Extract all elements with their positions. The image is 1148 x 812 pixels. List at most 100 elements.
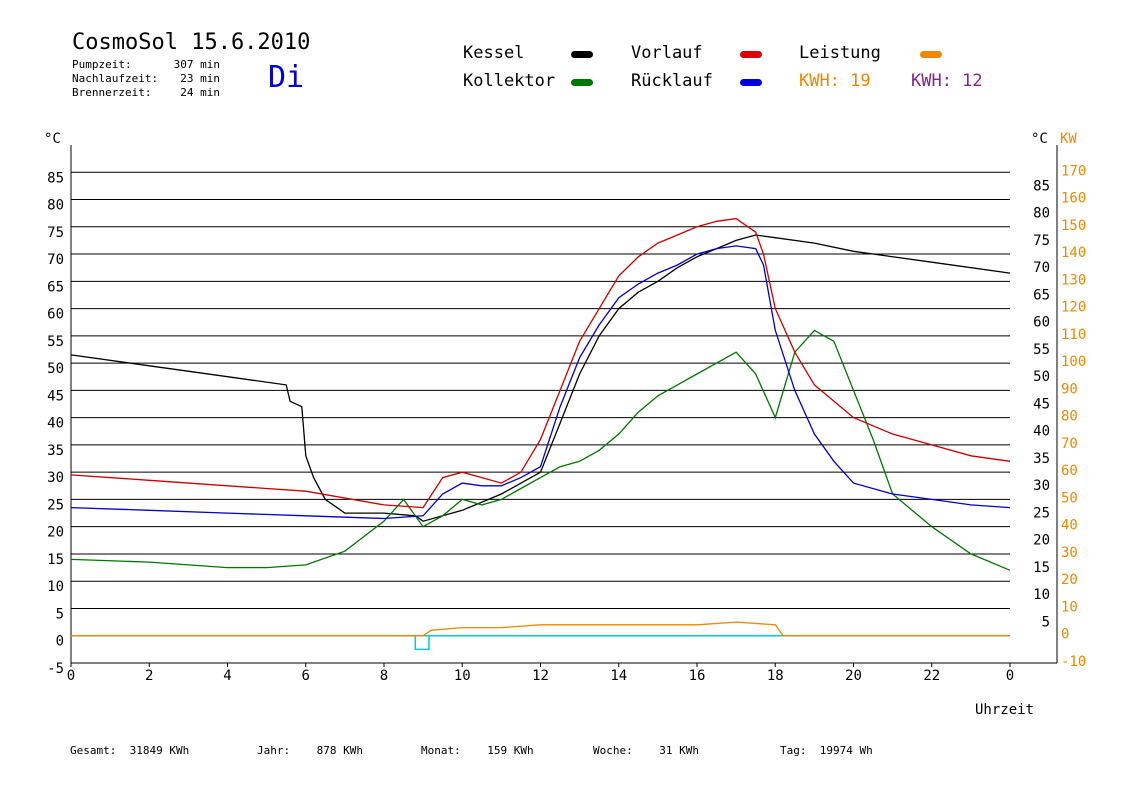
- y-tick-label: 30: [47, 470, 64, 486]
- x-tick-label: 16: [689, 668, 706, 684]
- footer-jahr: Jahr: 878 KWh: [257, 744, 363, 757]
- stat-pumpzeit: Pumpzeit: 307 min: [72, 58, 220, 71]
- y-tick-label-right: 85: [1033, 178, 1050, 194]
- y-tick-label: 45: [47, 388, 64, 404]
- footer-gesamt: Gesamt: 31849 KWh: [70, 744, 189, 757]
- footer-value: 19974 Wh: [819, 744, 873, 757]
- y2-tick-label: 70: [1061, 436, 1078, 452]
- y-tick-label: 0: [56, 634, 64, 650]
- y-tick-label-right: 5: [1042, 614, 1050, 630]
- legend-leistung: Leistung: [799, 43, 881, 63]
- stat-brennerzeit: Brennerzeit: 24 min: [72, 86, 220, 99]
- y-tick-label: -5: [47, 661, 64, 677]
- y2-tick-label: 130: [1061, 272, 1086, 288]
- legend-ruecklauf-swatch: [740, 79, 762, 86]
- y2-axis-unit: KW: [1060, 131, 1077, 147]
- x-tick-label: 22: [923, 668, 940, 684]
- y-tick-label-right: 50: [1033, 369, 1050, 385]
- x-axis-label: Uhrzeit: [975, 702, 1034, 718]
- y-tick-label: 70: [47, 252, 64, 268]
- y-tick-label-right: 10: [1033, 587, 1050, 603]
- y-tick-label: 5: [56, 606, 64, 622]
- y-tick-label-right: 35: [1033, 451, 1050, 467]
- stat-label: Nachlaufzeit:: [72, 72, 159, 85]
- y2-tick-label: 30: [1061, 545, 1078, 561]
- y2-tick-label: 120: [1061, 300, 1086, 316]
- footer-monat: Monat: 159 KWh: [421, 744, 534, 757]
- footer-value: 31849 KWh: [129, 744, 190, 757]
- y2-tick-label: 110: [1061, 327, 1086, 343]
- y-tick-label-right: 25: [1033, 505, 1050, 521]
- footer-label: Tag:: [780, 744, 807, 757]
- y-tick-label: 40: [47, 416, 64, 432]
- y-tick-label-right: 20: [1033, 533, 1050, 549]
- y-tick-label: 20: [47, 525, 64, 541]
- y2-tick-label: 10: [1061, 599, 1078, 615]
- y2-tick-label: 140: [1061, 245, 1086, 261]
- y2-tick-label: 90: [1061, 381, 1078, 397]
- series-leistung: [71, 621, 1010, 637]
- footer-value: 878 KWh: [316, 744, 363, 757]
- y-tick-label: 10: [47, 579, 64, 595]
- footer-value: 159 KWh: [487, 744, 534, 757]
- y-tick-label-right: 80: [1033, 206, 1050, 222]
- legend-kollektor: Kollektor: [463, 71, 556, 91]
- footer-label: Monat:: [421, 744, 461, 757]
- y2-tick-label: 50: [1061, 490, 1078, 506]
- x-tick-label: 10: [454, 668, 471, 684]
- y2-tick-label: 160: [1061, 191, 1086, 207]
- y-tick-label: 85: [47, 170, 64, 186]
- legend-vorlauf-swatch: [740, 51, 762, 58]
- x-tick-label: 12: [532, 668, 549, 684]
- legend-kwh-1: KWH: 19: [799, 71, 871, 91]
- x-tick-label: 20: [845, 668, 862, 684]
- series-ruecklauf: [70, 245, 1011, 520]
- footer-woche: Woche: 31 KWh: [593, 744, 699, 757]
- stat-nachlaufzeit: Nachlaufzeit: 23 min: [72, 72, 220, 85]
- y-tick-label-right: 60: [1033, 315, 1050, 331]
- series-kollektor: [70, 329, 1011, 571]
- y-tick-label: 25: [47, 497, 64, 513]
- stat-value: 24 min: [180, 86, 220, 99]
- legend-kollektor-swatch: [571, 79, 593, 86]
- y-tick-label-right: 45: [1033, 396, 1050, 412]
- y-tick-label-right: 65: [1033, 287, 1050, 303]
- stat-value: 23 min: [180, 72, 220, 85]
- legend-ruecklauf: Rücklauf: [631, 71, 713, 91]
- x-tick-label: 0: [67, 668, 75, 684]
- y2-tick-label: 150: [1061, 218, 1086, 234]
- legend-kessel-swatch: [571, 51, 593, 58]
- page-title: CosmoSol 15.6.2010: [72, 30, 311, 55]
- legend-vorlauf: Vorlauf: [631, 43, 703, 63]
- y2-tick-label: 170: [1061, 163, 1086, 179]
- legend-kwh-2: KWH: 12: [911, 71, 983, 91]
- y-axis-unit: °C: [44, 131, 61, 147]
- footer-tag: Tag: 19974 Wh: [780, 744, 873, 757]
- x-tick-label: 4: [223, 668, 231, 684]
- footer-label: Gesamt:: [70, 744, 117, 757]
- stat-label: Brennerzeit:: [72, 86, 152, 99]
- y-tick-label: 80: [47, 198, 64, 214]
- x-tick-label: 2: [145, 668, 153, 684]
- y2-tick-label: 40: [1061, 518, 1078, 534]
- y-tick-label: 50: [47, 361, 64, 377]
- y-tick-label-right: 55: [1033, 342, 1050, 358]
- y-tick-label: 65: [47, 279, 64, 295]
- x-tick-label: 8: [380, 668, 388, 684]
- footer-label: Woche:: [593, 744, 633, 757]
- y-tick-label: 55: [47, 334, 64, 350]
- baseline-marker: [414, 634, 430, 651]
- footer-label: Jahr:: [257, 744, 291, 757]
- y-tick-label-right: 15: [1033, 560, 1050, 576]
- stat-label: Pumpzeit:: [72, 58, 132, 71]
- y-tick-label-right: 75: [1033, 233, 1050, 249]
- y2-tick-label: -10: [1061, 654, 1086, 670]
- y2-tick-label: 20: [1061, 572, 1078, 588]
- series-kessel: [70, 234, 1011, 522]
- series-vorlauf: [70, 217, 1011, 509]
- y2-tick-label: 60: [1061, 463, 1078, 479]
- y2-tick-label: 80: [1061, 409, 1078, 425]
- footer-value: 31 KWh: [659, 744, 699, 757]
- y2-tick-label: 100: [1061, 354, 1086, 370]
